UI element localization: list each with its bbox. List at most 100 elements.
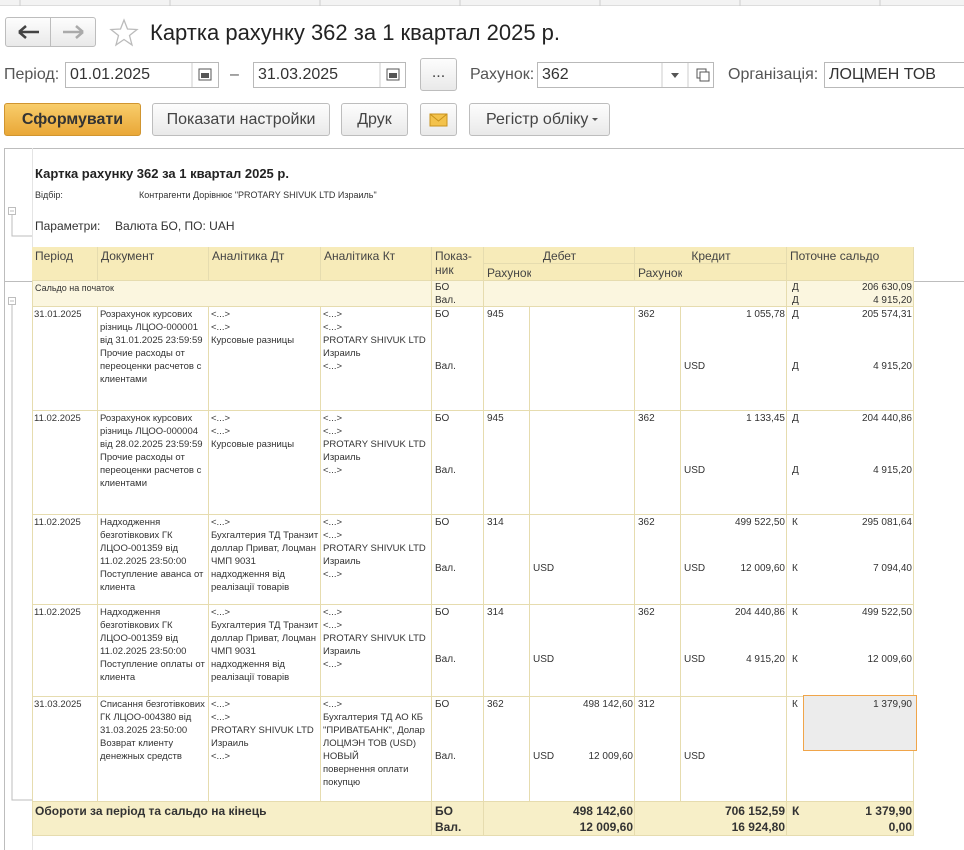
debit-amount: 12 009,60 (588, 751, 634, 762)
totals-label: Обороти за період та сальдо на кінець (35, 804, 267, 818)
row-date: 11.02.2025 (34, 413, 81, 424)
table-cell (432, 697, 484, 802)
indicator: БО (435, 607, 450, 618)
table-cell (98, 411, 209, 515)
print-button[interactable]: Друк (341, 103, 408, 136)
table-cell (484, 802, 635, 836)
row-analytics-dt: <...> (211, 413, 231, 424)
table-cell (530, 605, 635, 697)
balance-amount: 1 379,90 (865, 804, 912, 818)
row-analytics-dt: надходження від реалізації товарів (211, 659, 290, 683)
header-cell (98, 247, 209, 281)
row-analytics-dt: <...> (211, 699, 231, 710)
balance-amount: 4 915,20 (873, 361, 912, 372)
params-label: Параметри: (35, 219, 101, 233)
row-document: Списання безготівкових ГК ЛЦОО-004380 ві… (100, 699, 205, 736)
generate-button[interactable]: Сформувати (4, 103, 141, 136)
credit-amount: 499 522,50 (734, 517, 785, 528)
table-cell (321, 515, 432, 605)
row-document: Надходження безготівкових ГК ЛЦОО-001359… (100, 517, 187, 567)
table-cell (681, 515, 787, 605)
indicator: Вал. (435, 654, 456, 665)
header-period: Період (35, 249, 74, 263)
credit-currency: USD (684, 563, 706, 574)
row-document: Розрахунок курсових різниць ЛЦОО-000004 … (100, 413, 203, 450)
row-document-cell: Надходження безготівкових ГК ЛЦОО-001359… (100, 516, 208, 604)
header-cell (484, 264, 635, 281)
row-analytics-kt-cell: <...> <...> PROTARY SHIVUK LTD Израиль <...… (323, 412, 431, 514)
balance-side: Д (792, 465, 799, 476)
indicator: БО (435, 517, 450, 528)
header-analytics-kt: Аналітика Кт (324, 249, 396, 263)
table-cell (530, 307, 635, 411)
row-analytics-kt-cell: <...> <...> PROTARY SHIVUK LTD Израиль <...… (323, 516, 431, 604)
balance-amount: 4 915,20 (873, 295, 912, 306)
row-document-cell: Розрахунок курсових різниць ЛЦОО-000001 … (100, 308, 208, 410)
header-debit: Дебет (542, 249, 577, 263)
organization-input[interactable]: ЛОЦМЕН ТОВ (824, 62, 964, 88)
table-cell (432, 307, 484, 411)
credit-amount: 16 924,80 (731, 820, 785, 834)
table-cell (681, 605, 787, 697)
credit-amount: 204 440,86 (734, 607, 785, 618)
balance-side: К (792, 654, 798, 665)
debit-account: 945 (487, 413, 504, 424)
balance-amount: 7 094,40 (873, 563, 912, 574)
balance-side: Д (792, 361, 799, 372)
date-from-input[interactable]: 01.01.2025 (65, 62, 219, 88)
row-analytics-kt: PROTARY SHIVUK LTD Израиль (323, 335, 426, 359)
table-cell (635, 411, 681, 515)
row-analytics-dt: PROTARY SHIVUK LTD Израиль (211, 725, 314, 749)
header-cell (432, 247, 484, 281)
table-cell (32, 802, 432, 836)
indicator: Вал. (435, 465, 456, 476)
account-input[interactable]: 362 (537, 62, 714, 88)
organization-label: Організація: (728, 66, 819, 83)
row-analytics-dt: <...> (211, 517, 231, 528)
table-cell (681, 411, 787, 515)
row-analytics-kt: PROTARY SHIVUK LTD Израиль (323, 439, 426, 463)
indicator: БО (435, 699, 450, 710)
row-analytics-dt: надходження від реалізації товарів (211, 569, 290, 593)
row-analytics-dt: <...> (211, 712, 231, 723)
row-analytics-kt: <...> (323, 426, 343, 437)
row-analytics-dt-cell: <...> Бухгалтерия ТД Транзит доллар Прива… (211, 516, 320, 604)
table-cell (32, 605, 98, 697)
row-document: Прочие расходы от переоценки расчетов с … (100, 452, 202, 489)
more-button[interactable]: ... (420, 58, 457, 91)
credit-account: 312 (638, 699, 655, 710)
balance-amount: 206 630,09 (861, 282, 912, 293)
row-document-cell: Надходження безготівкових ГК ЛЦОО-001359… (100, 606, 208, 696)
indicator: Вал. (435, 361, 456, 372)
balance-side: Д (792, 413, 799, 424)
debit-currency: USD (533, 563, 555, 574)
table-cell (432, 802, 484, 836)
row-analytics-dt-cell: <...> <...> Курсовые разницы (211, 412, 320, 514)
row-document: Возврат клиенту денежных средств (100, 738, 182, 762)
table-cell (787, 411, 914, 515)
credit-account: 362 (638, 309, 655, 320)
row-document: Розрахунок курсових різниць ЛЦОО-000001 … (100, 309, 203, 346)
table-cell (432, 605, 484, 697)
email-icon (429, 113, 448, 127)
indicator: БО (435, 804, 453, 818)
debit-currency: USD (533, 751, 555, 762)
balance-amount: 4 915,20 (873, 465, 912, 476)
row-analytics-kt-cell: <...> <...> PROTARY SHIVUK LTD Израиль <...… (323, 606, 431, 696)
header-cell (787, 247, 914, 281)
register-button[interactable]: Регістр обліку (469, 103, 610, 136)
balance-amount: 0,00 (888, 820, 912, 834)
show-settings-button[interactable]: Показати настройки (152, 103, 330, 136)
table-cell (530, 697, 635, 802)
table-cell (484, 697, 530, 802)
table-cell (530, 411, 635, 515)
balance-amount: 12 009,60 (867, 654, 913, 665)
header-balance: Поточне сальдо (790, 249, 880, 263)
balance-side: К (792, 699, 798, 710)
indicator: Вал. (435, 563, 456, 574)
table-cell (787, 802, 914, 836)
row-analytics-kt: PROTARY SHIVUK LTD Израиль (323, 543, 426, 567)
row-document: Поступление оплаты от клиента (100, 659, 205, 683)
balance-amount: 205 574,31 (861, 309, 912, 320)
